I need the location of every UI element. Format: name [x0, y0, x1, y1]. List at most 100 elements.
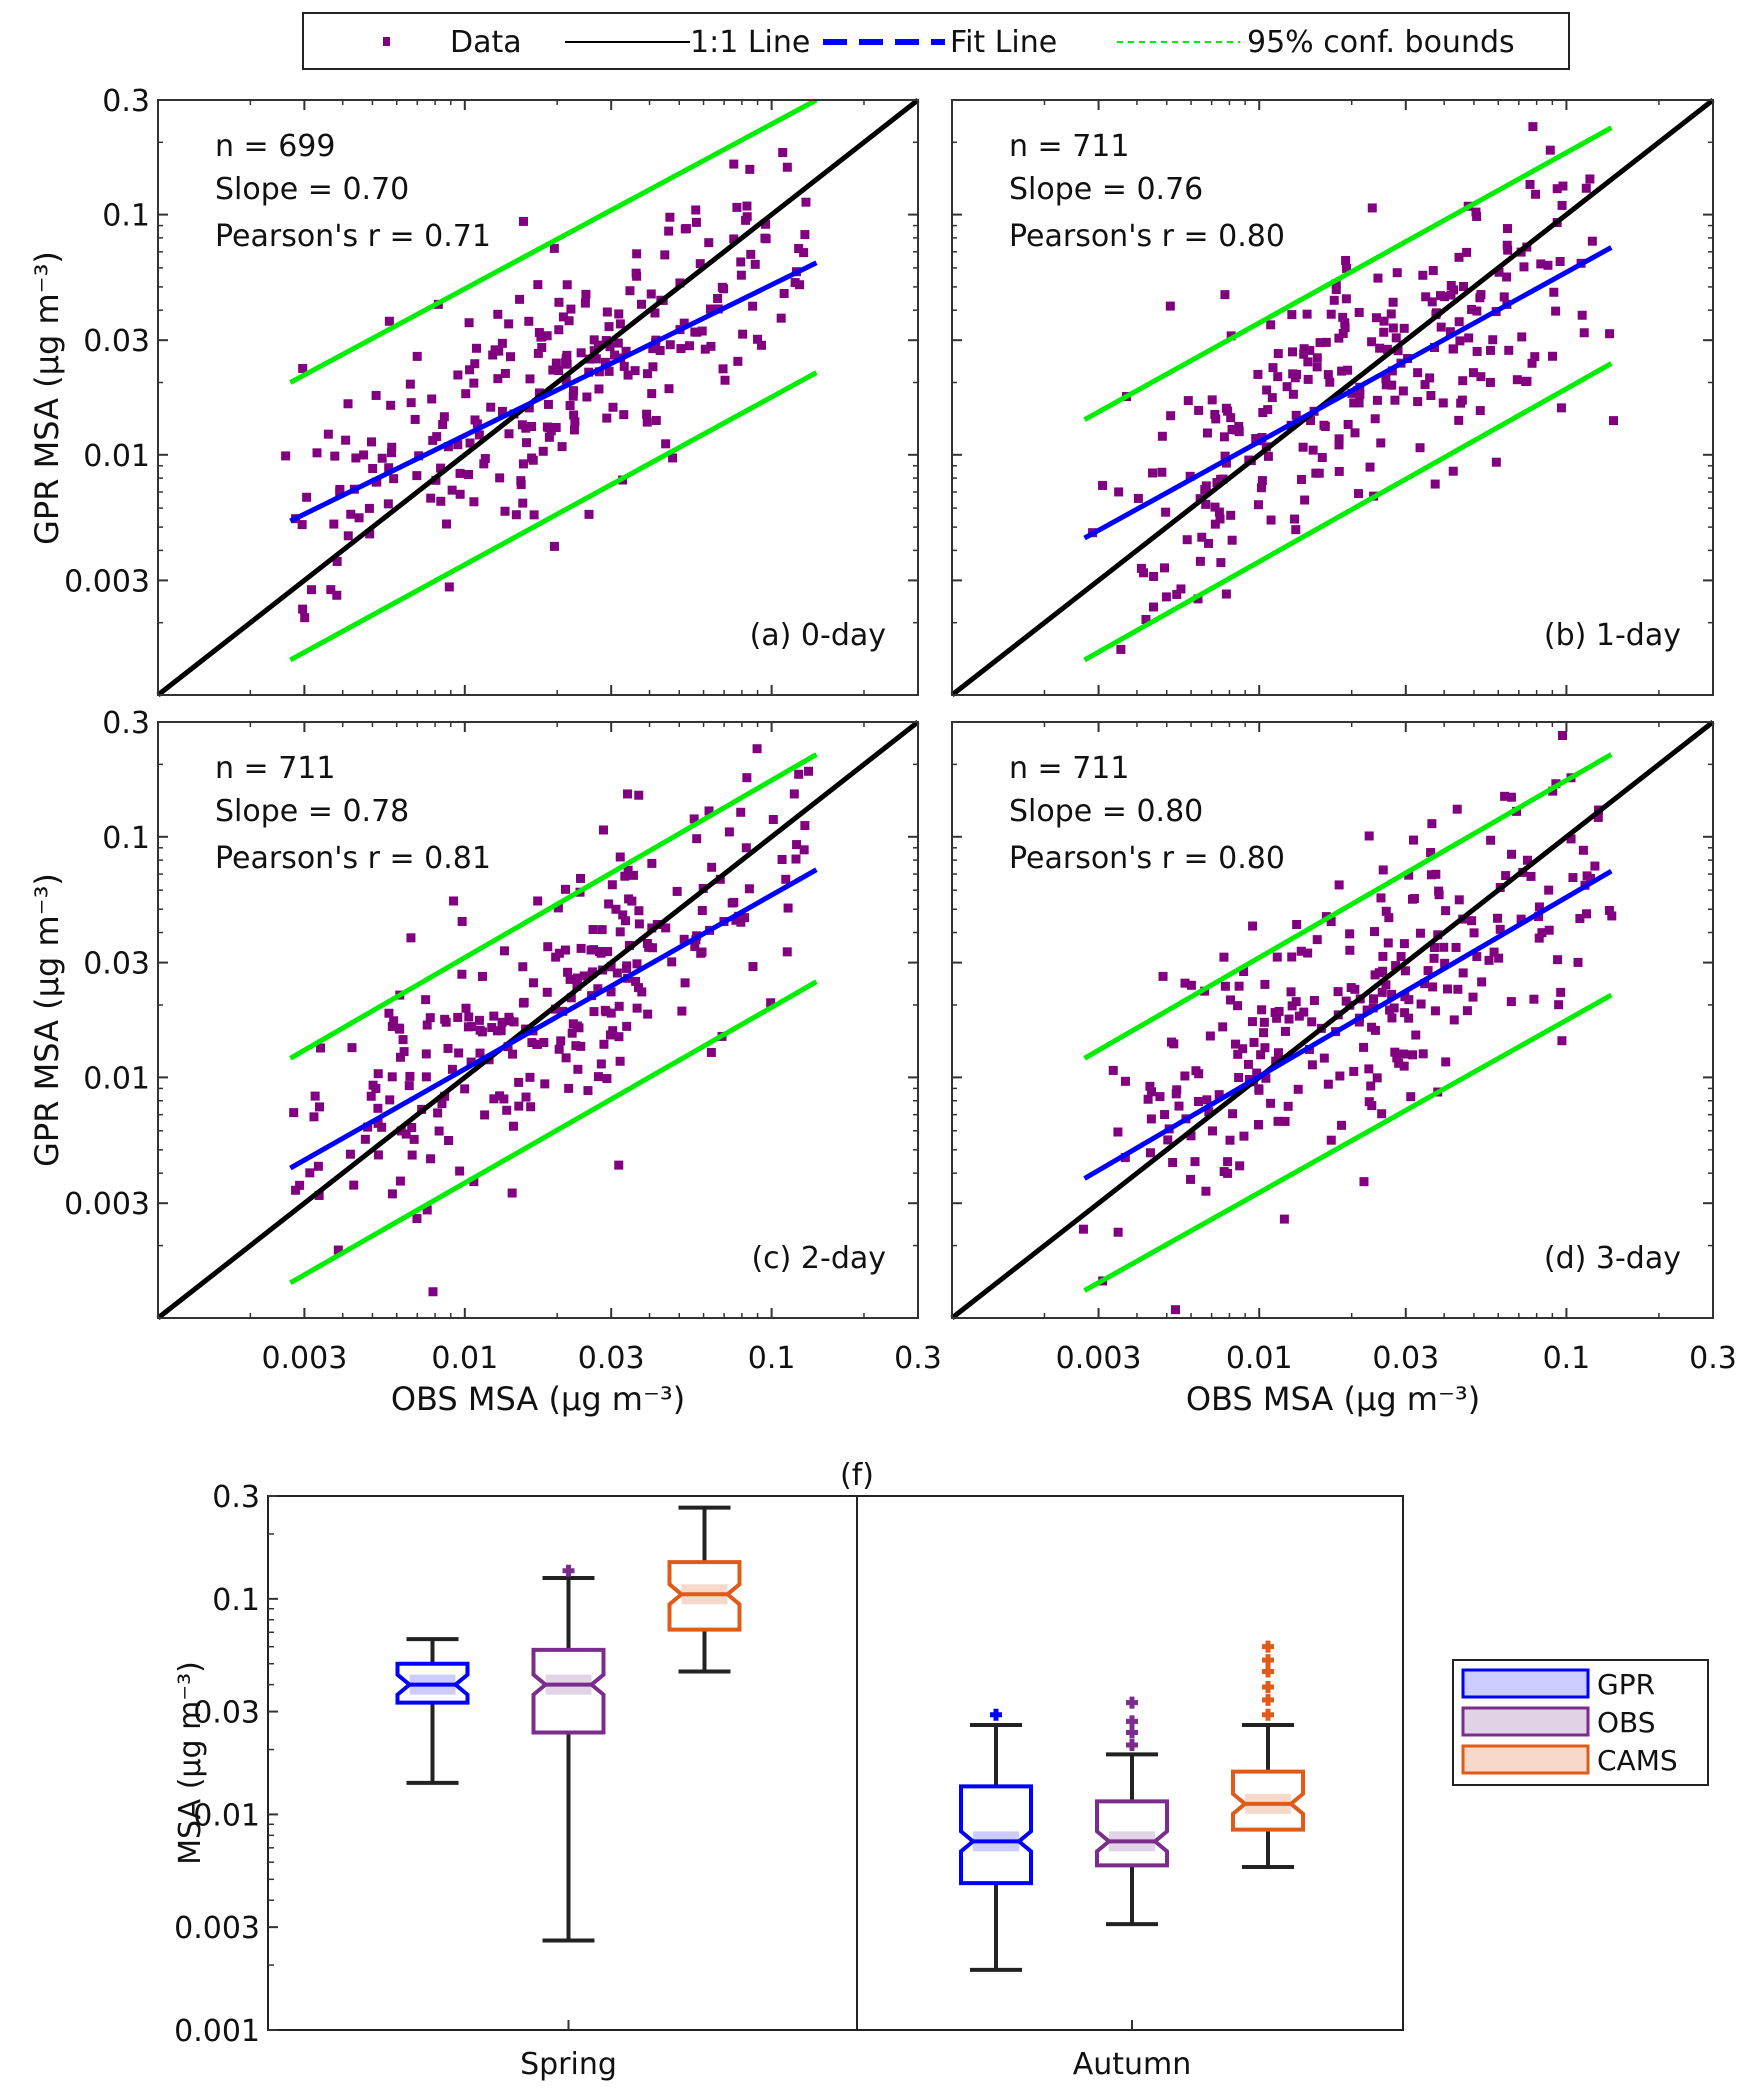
- data-point: [1218, 474, 1228, 484]
- data-point: [1409, 894, 1419, 904]
- data-point: [1376, 893, 1386, 903]
- data-point: [453, 1012, 463, 1022]
- data-point: [532, 1039, 542, 1049]
- data-point: [1288, 369, 1298, 379]
- data-point: [1502, 272, 1512, 282]
- stats-annotation: Pearson's r = 0.80: [1009, 219, 1285, 254]
- data-point: [1174, 1101, 1184, 1111]
- data-point: [584, 509, 594, 519]
- data-point: [373, 1118, 383, 1128]
- data-point: [1443, 984, 1453, 994]
- data-point: [1267, 393, 1277, 403]
- data-point: [1392, 268, 1402, 278]
- data-point: [1448, 466, 1458, 476]
- data-point: [766, 998, 776, 1008]
- data-point: [1185, 471, 1195, 481]
- data-point: [564, 1083, 574, 1093]
- data-point: [470, 359, 480, 369]
- data-point: [606, 962, 616, 972]
- data-point: [1312, 362, 1322, 372]
- data-point: [1476, 290, 1486, 300]
- panel-label: (b) 1-day: [1544, 618, 1681, 653]
- data-point: [557, 442, 567, 452]
- data-point: [664, 226, 674, 236]
- data-point: [354, 513, 364, 523]
- data-point: [1315, 338, 1325, 348]
- data-point: [1506, 997, 1516, 1007]
- y-tick-label: 0.03: [83, 947, 150, 982]
- data-point: [527, 1038, 537, 1048]
- data-point: [1379, 316, 1389, 326]
- data-point: [1141, 615, 1151, 625]
- data-point: [1454, 895, 1464, 905]
- panel-f-title: (f): [840, 1458, 874, 1493]
- data-point: [426, 493, 436, 503]
- data-point: [1161, 592, 1171, 602]
- data-point: [1226, 510, 1236, 520]
- data-point: [614, 1160, 624, 1170]
- data-point: [366, 437, 376, 447]
- data-point: [1575, 914, 1585, 924]
- box-body: [531, 1647, 606, 1735]
- data-point: [1585, 174, 1595, 184]
- data-point: [583, 1086, 593, 1096]
- data-point: [736, 917, 746, 927]
- data-point: [489, 1094, 499, 1104]
- data-point: [1312, 935, 1322, 945]
- data-point: [1522, 855, 1532, 865]
- data-point: [1434, 890, 1444, 900]
- data-point: [613, 338, 623, 348]
- data-point: [1586, 873, 1596, 883]
- data-point: [1387, 380, 1397, 390]
- data-point: [1467, 304, 1477, 314]
- data-point: [1394, 1058, 1404, 1068]
- data-point: [1308, 445, 1318, 455]
- outlier-marker: [1262, 1654, 1274, 1667]
- data-point: [1399, 1061, 1409, 1071]
- data-point: [514, 1101, 524, 1111]
- data-point: [600, 1005, 610, 1015]
- data-point: [1544, 925, 1554, 935]
- data-point: [1527, 358, 1537, 368]
- data-point: [387, 1189, 397, 1199]
- data-point: [428, 1287, 438, 1297]
- data-point: [401, 1129, 411, 1139]
- data-point: [1364, 1097, 1374, 1107]
- data-point: [1182, 535, 1192, 545]
- x-tick-label: 0.1: [748, 1341, 796, 1376]
- data-point: [349, 1180, 359, 1190]
- data-point: [776, 313, 786, 323]
- upper-conf-bound-line: [1083, 125, 1613, 422]
- y-tick-label: 0.003: [174, 1911, 260, 1946]
- data-point: [412, 471, 422, 481]
- data-point: [615, 1056, 625, 1066]
- data-point: [1387, 1013, 1397, 1023]
- data-point: [398, 1035, 408, 1045]
- data-point: [543, 942, 553, 952]
- data-point: [1502, 240, 1512, 250]
- data-point: [1526, 871, 1536, 881]
- data-point: [1254, 1084, 1264, 1094]
- data-point: [527, 453, 537, 463]
- data-point: [549, 541, 559, 551]
- data-point: [1157, 431, 1167, 441]
- data-point: [1608, 416, 1618, 426]
- data-point: [1369, 994, 1379, 1004]
- legend-label-data: Data: [450, 25, 522, 60]
- data-point: [1439, 942, 1449, 952]
- data-point: [465, 438, 475, 448]
- data-point: [554, 366, 564, 376]
- data-point: [1587, 236, 1597, 246]
- data-point: [1388, 323, 1398, 333]
- data-point: [1582, 909, 1592, 919]
- data-point: [504, 429, 514, 439]
- y-tick-label: 0.01: [83, 1061, 150, 1096]
- data-point: [713, 293, 723, 303]
- data-point: [373, 1069, 383, 1079]
- data-point: [634, 919, 644, 929]
- data-point: [539, 1038, 549, 1048]
- data-point: [1452, 804, 1462, 814]
- data-point: [1472, 346, 1482, 356]
- data-point: [1260, 979, 1270, 989]
- data-point: [440, 1014, 450, 1024]
